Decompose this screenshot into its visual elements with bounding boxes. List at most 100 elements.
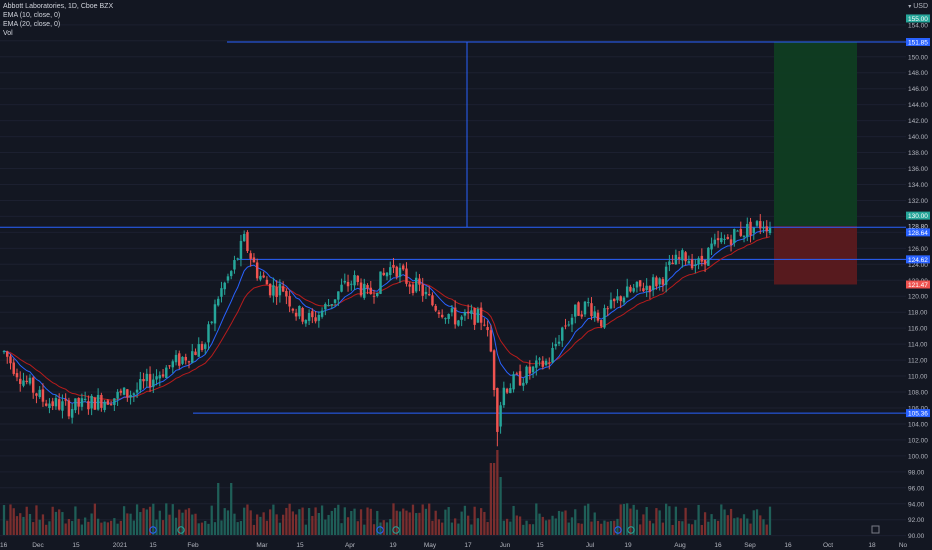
volume-bar bbox=[437, 519, 441, 535]
candle-body bbox=[15, 373, 19, 378]
volume-bar bbox=[265, 520, 269, 535]
volume-bar bbox=[697, 504, 700, 535]
candle bbox=[64, 393, 67, 406]
candle-body bbox=[204, 344, 207, 349]
volume-bar bbox=[538, 513, 541, 535]
volume-bar bbox=[577, 523, 580, 535]
volume-bar bbox=[687, 523, 690, 535]
candle-body bbox=[470, 310, 473, 314]
volume-bar bbox=[233, 513, 236, 535]
y-tick-label: 116.00 bbox=[908, 326, 928, 333]
candle-body bbox=[80, 398, 84, 407]
y-tick-label: 102.00 bbox=[908, 437, 928, 444]
currency-selector[interactable]: ▾ USD bbox=[908, 3, 928, 10]
volume-bar bbox=[269, 509, 272, 535]
candle-body bbox=[382, 272, 385, 276]
candle bbox=[749, 217, 752, 243]
volume-bar bbox=[635, 509, 639, 535]
candle bbox=[655, 275, 658, 290]
candle-body bbox=[694, 264, 697, 266]
volume-bar bbox=[320, 505, 324, 535]
candle bbox=[87, 395, 90, 415]
volume-bar bbox=[317, 512, 320, 535]
volume-bar bbox=[694, 520, 697, 535]
candle-body bbox=[18, 378, 22, 384]
candle bbox=[661, 277, 665, 292]
candle bbox=[262, 271, 265, 279]
volume-bar bbox=[548, 519, 551, 535]
candle-body bbox=[690, 259, 694, 269]
volume-bar bbox=[415, 513, 418, 535]
x-tick-label: 17 bbox=[464, 542, 472, 549]
price-label-text: 151.85 bbox=[908, 40, 928, 47]
price-label-text: 130.00 bbox=[908, 213, 928, 220]
volume-bar bbox=[281, 514, 285, 535]
candle bbox=[707, 247, 710, 266]
volume-bar bbox=[54, 511, 58, 535]
candle-body bbox=[703, 259, 707, 265]
y-tick-label: 92.00 bbox=[908, 517, 925, 524]
volume-bar bbox=[158, 510, 161, 535]
candle-body bbox=[268, 283, 272, 296]
volume-bar bbox=[590, 521, 593, 535]
volume-bar bbox=[71, 521, 74, 535]
candle bbox=[629, 284, 632, 293]
candle-body bbox=[369, 287, 373, 295]
candle-body bbox=[596, 312, 600, 321]
candle bbox=[759, 214, 762, 235]
volume-bar bbox=[363, 524, 366, 535]
candle bbox=[395, 265, 398, 280]
volume-bar bbox=[337, 504, 340, 535]
candle bbox=[31, 376, 35, 399]
candle-body bbox=[716, 238, 720, 241]
x-tick-label: 16 bbox=[714, 542, 722, 549]
candle bbox=[411, 281, 415, 296]
volume-bar bbox=[677, 521, 681, 535]
volume-bar bbox=[259, 516, 262, 535]
volume-bar bbox=[398, 511, 402, 535]
volume-bar bbox=[119, 520, 122, 535]
candle-body bbox=[129, 394, 132, 398]
x-tick-label: Sep bbox=[744, 542, 756, 549]
ema20-label[interactable]: EMA (20, close, 0) bbox=[3, 21, 61, 28]
volume-bar bbox=[476, 518, 480, 535]
candle-body bbox=[57, 399, 61, 410]
candle-body bbox=[181, 356, 184, 364]
candle-body bbox=[200, 343, 204, 350]
candle bbox=[327, 298, 330, 307]
candle bbox=[716, 230, 720, 248]
candle-body bbox=[106, 400, 110, 405]
ema10-label[interactable]: EMA (10, close, 0) bbox=[3, 12, 61, 19]
volume-bar bbox=[759, 515, 762, 535]
candle-body bbox=[723, 238, 726, 240]
candle bbox=[651, 274, 655, 297]
x-tick-label: 19 bbox=[624, 542, 632, 549]
candle bbox=[609, 292, 613, 310]
candle-body bbox=[544, 360, 548, 366]
volume-bar bbox=[606, 521, 609, 535]
y-tick-label: 140.00 bbox=[908, 134, 928, 141]
candle bbox=[668, 255, 671, 272]
candle bbox=[356, 275, 360, 286]
candle-body bbox=[535, 360, 538, 368]
y-tick-label: 142.00 bbox=[908, 118, 928, 125]
volume-label[interactable]: Vol bbox=[3, 30, 13, 37]
y-tick-label: 154.00 bbox=[908, 22, 928, 29]
candle-body bbox=[298, 306, 301, 317]
candle-body bbox=[135, 389, 139, 393]
volume-bar bbox=[61, 512, 64, 535]
candle-body bbox=[363, 283, 366, 298]
volume-bar bbox=[139, 512, 142, 535]
symbol-title[interactable]: Abbott Laboratories, 1D, Cboe BZX bbox=[3, 3, 114, 10]
candle-body bbox=[642, 288, 645, 292]
candle bbox=[135, 382, 139, 399]
volume-bar bbox=[51, 506, 54, 535]
candle-body bbox=[450, 308, 454, 313]
y-tick-label: 136.00 bbox=[908, 166, 928, 173]
candle-body bbox=[424, 291, 428, 295]
candle bbox=[755, 219, 759, 228]
volume-bar bbox=[90, 513, 93, 535]
candle-body bbox=[6, 351, 9, 357]
x-tick-label: No bbox=[899, 542, 908, 549]
